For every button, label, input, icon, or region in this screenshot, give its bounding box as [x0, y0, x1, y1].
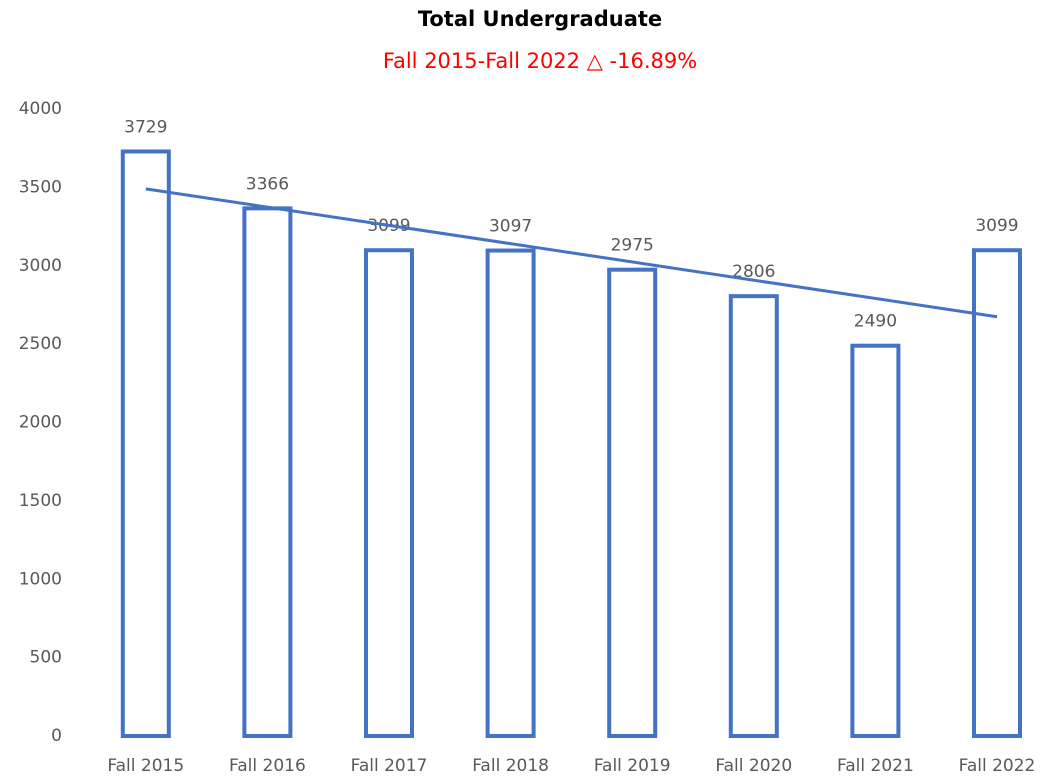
y-tick-label: 3500 — [19, 177, 62, 197]
y-tick-label: 2500 — [19, 334, 62, 354]
bar — [485, 248, 536, 738]
bar — [364, 248, 414, 738]
x-tick-label: Fall 2021 — [837, 756, 914, 776]
y-tick-label: 4000 — [19, 99, 62, 119]
value-label: 2490 — [854, 312, 897, 332]
bar — [728, 294, 779, 738]
y-tick-label: 2000 — [19, 413, 62, 433]
x-tick-label: Fall 2017 — [351, 756, 428, 776]
x-tick-label: Fall 2020 — [715, 756, 792, 776]
value-label: 2975 — [611, 236, 654, 256]
value-label: 3729 — [124, 117, 167, 137]
value-label: 3366 — [246, 174, 289, 194]
x-tick-label: Fall 2018 — [472, 756, 549, 776]
x-tick-label: Fall 2019 — [594, 756, 671, 776]
y-tick-label: 3000 — [19, 256, 62, 276]
value-label: 3099 — [975, 216, 1018, 236]
trendline — [145, 187, 998, 319]
bar — [120, 149, 171, 738]
chart-title: Total Undergraduate — [418, 7, 662, 31]
y-tick-label: 1000 — [19, 569, 62, 589]
y-tick-label: 1500 — [19, 491, 62, 511]
x-tick-label: Fall 2022 — [959, 756, 1036, 776]
bar — [850, 343, 901, 738]
bar — [242, 206, 293, 738]
bar — [972, 248, 1022, 738]
bar — [607, 267, 658, 738]
y-tick-label: 0 — [51, 726, 62, 746]
value-label: 3097 — [489, 217, 532, 237]
chart-subtitle: Fall 2015-Fall 2022 △ -16.89% — [383, 49, 697, 73]
x-tick-label: Fall 2015 — [107, 756, 184, 776]
y-tick-label: 500 — [30, 648, 62, 668]
x-tick-label: Fall 2016 — [229, 756, 306, 776]
